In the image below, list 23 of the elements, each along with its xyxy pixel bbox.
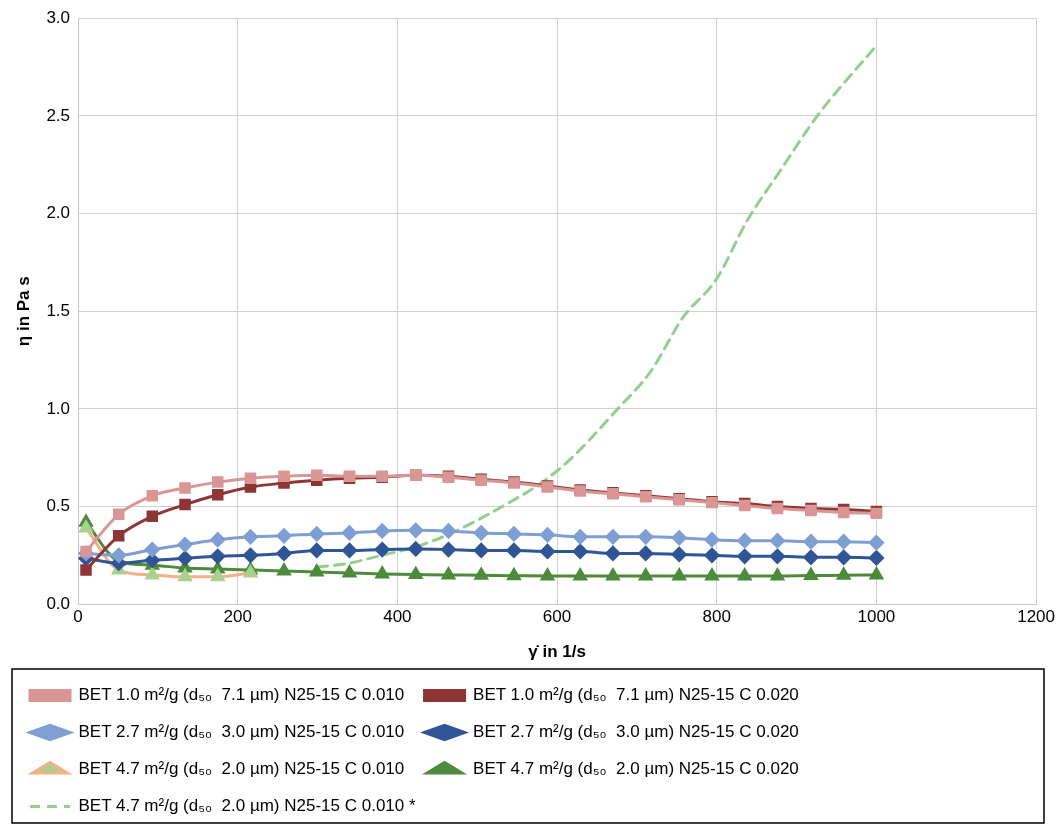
- x-tick-label: 0: [73, 607, 83, 627]
- x-tick-label: 400: [383, 607, 412, 627]
- legend-label: BET 1.0 m²/g (d₅₀ 7.1 µm) N25-15 C 0.020: [473, 685, 799, 705]
- y-tick-label: 2.0: [46, 203, 71, 223]
- x-axis-title: γ̇ in 1/s: [528, 642, 586, 662]
- legend-label: BET 4.7 m²/g (d₅₀ 2.0 µm) N25-15 C 0.010: [78, 759, 405, 779]
- y-tick-label: 1.0: [46, 398, 71, 418]
- x-tick-label: 1000: [857, 607, 896, 627]
- y-axis-title: η in Pa s: [13, 276, 33, 347]
- x-tick-label: 200: [223, 607, 252, 627]
- legend-label: BET 2.7 m²/g (d₅₀ 3.0 µm) N25-15 C 0.020: [473, 722, 799, 742]
- legend-label: BET 4.7 m²/g (d₅₀ 2.0 µm) N25-15 C 0.010 *: [78, 796, 416, 816]
- legend-label: BET 2.7 m²/g (d₅₀ 3.0 µm) N25-15 C 0.010: [78, 722, 405, 742]
- y-tick-label: 3.0: [46, 7, 71, 27]
- x-tick-label: 600: [542, 607, 572, 627]
- y-tick-label: 0.0: [46, 593, 71, 613]
- x-tick-label: 800: [702, 607, 731, 627]
- y-tick-label: 1.5: [46, 300, 71, 320]
- y-tick-label: 0.5: [46, 496, 71, 516]
- legend-label: BET 1.0 m²/g (d₅₀ 7.1 µm) N25-15 C 0.010: [78, 685, 405, 705]
- x-tick-label: 1200: [1017, 607, 1055, 627]
- y-tick-label: 2.5: [46, 105, 71, 125]
- legend-label: BET 4.7 m²/g (d₅₀ 2.0 µm) N25-15 C 0.020: [473, 759, 799, 779]
